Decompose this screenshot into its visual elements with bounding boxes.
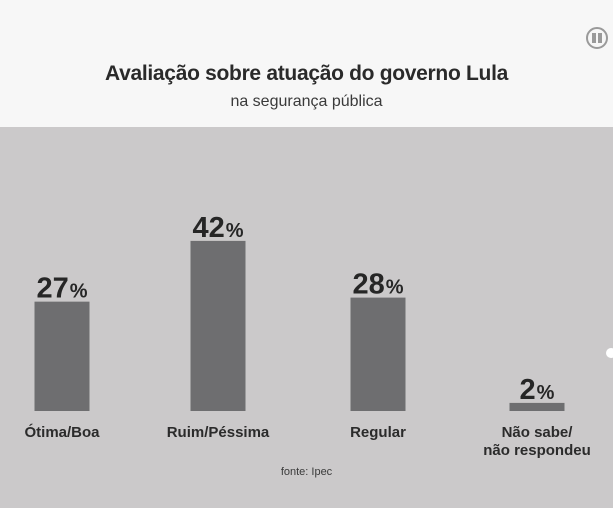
- category-label-3: Regular: [350, 424, 406, 441]
- value-label-3: 28%: [352, 269, 403, 301]
- category-label-4: Não sabe/não respondeu: [483, 424, 591, 459]
- bar-3: [350, 297, 406, 411]
- value-label-1: 27%: [36, 273, 87, 305]
- chart-subtitle: na segurança pública: [230, 93, 383, 110]
- bar-2: [190, 240, 246, 411]
- chart-title: Avaliação sobre atuação do governo Lula: [105, 62, 508, 85]
- bar-1: [34, 301, 90, 411]
- bar-4: [509, 402, 565, 411]
- value-label-4: 2%: [520, 374, 555, 406]
- channel-logo-icon: [586, 27, 608, 49]
- category-label-1: Ótima/Boa: [24, 423, 100, 441]
- edge-indicator: [606, 348, 613, 358]
- category-label-2: Ruim/Péssima: [167, 424, 270, 441]
- header-panel: [0, 0, 613, 127]
- value-label-2: 42%: [192, 212, 243, 244]
- source-note: fonte: Ipec: [280, 466, 333, 478]
